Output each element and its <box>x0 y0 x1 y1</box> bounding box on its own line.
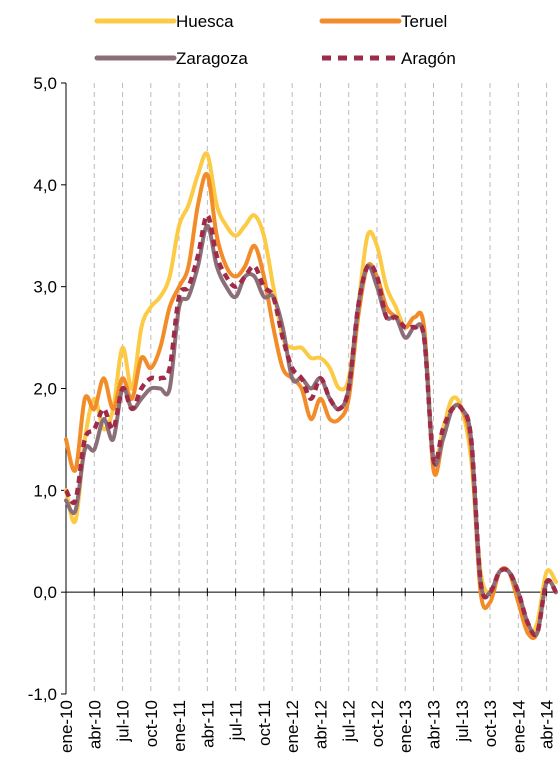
y-tick-label: 4,0 <box>33 176 57 195</box>
series-line-aragon <box>64 213 558 638</box>
y-tick-label: 5,0 <box>33 74 57 93</box>
x-tick-label: oct-11 <box>255 700 274 746</box>
x-tick-label: jul-11 <box>227 700 246 741</box>
y-tick-label: 3,0 <box>33 278 57 297</box>
x-tick-label: ene-11 <box>170 700 189 752</box>
x-tick-label: ene-13 <box>396 700 415 753</box>
y-tick-label: 0,0 <box>33 583 57 602</box>
x-tick-label: ene-12 <box>283 700 302 753</box>
series-lines <box>64 151 558 640</box>
series-line-huesca <box>64 151 558 637</box>
y-tick-label: 2,0 <box>33 380 57 399</box>
x-tick-label: abr-12 <box>311 700 330 749</box>
x-tick-label: jul-10 <box>114 700 133 743</box>
tick-labels: -1,0 0,0 1,0 2,0 3,0 4,0 5,0 ene-10 abr-10 jul-10… <box>28 74 557 753</box>
x-tick-label: oct-12 <box>368 700 387 747</box>
legend-label-zaragoza: Zaragoza <box>176 49 248 68</box>
vertical-gridlines <box>93 83 548 694</box>
x-tick-label: oct-13 <box>481 700 500 747</box>
x-tick-label: abr-10 <box>85 700 104 749</box>
legend-label-aragon: Aragón <box>401 49 456 68</box>
x-tick-label: abr-13 <box>425 700 444 749</box>
axes <box>61 82 558 695</box>
legend-label-huesca: Huesca <box>176 12 234 31</box>
x-tick-label: oct-10 <box>142 700 161 747</box>
legend-label-teruel: Teruel <box>401 12 447 31</box>
x-tick-label: ene-10 <box>57 700 76 753</box>
x-tick-label: jul-12 <box>340 700 359 743</box>
x-tick-label: abr-14 <box>538 700 557 749</box>
y-tick-label: -1,0 <box>28 685 57 704</box>
x-tick-label: jul-13 <box>453 700 472 743</box>
x-tick-label: abr-11 <box>198 700 217 748</box>
series-line-teruel <box>64 171 558 640</box>
legend: Huesca Teruel Zaragoza Aragón <box>94 12 456 68</box>
x-tick-label: ene-14 <box>509 700 528 753</box>
y-tick-label: 1,0 <box>33 481 57 500</box>
